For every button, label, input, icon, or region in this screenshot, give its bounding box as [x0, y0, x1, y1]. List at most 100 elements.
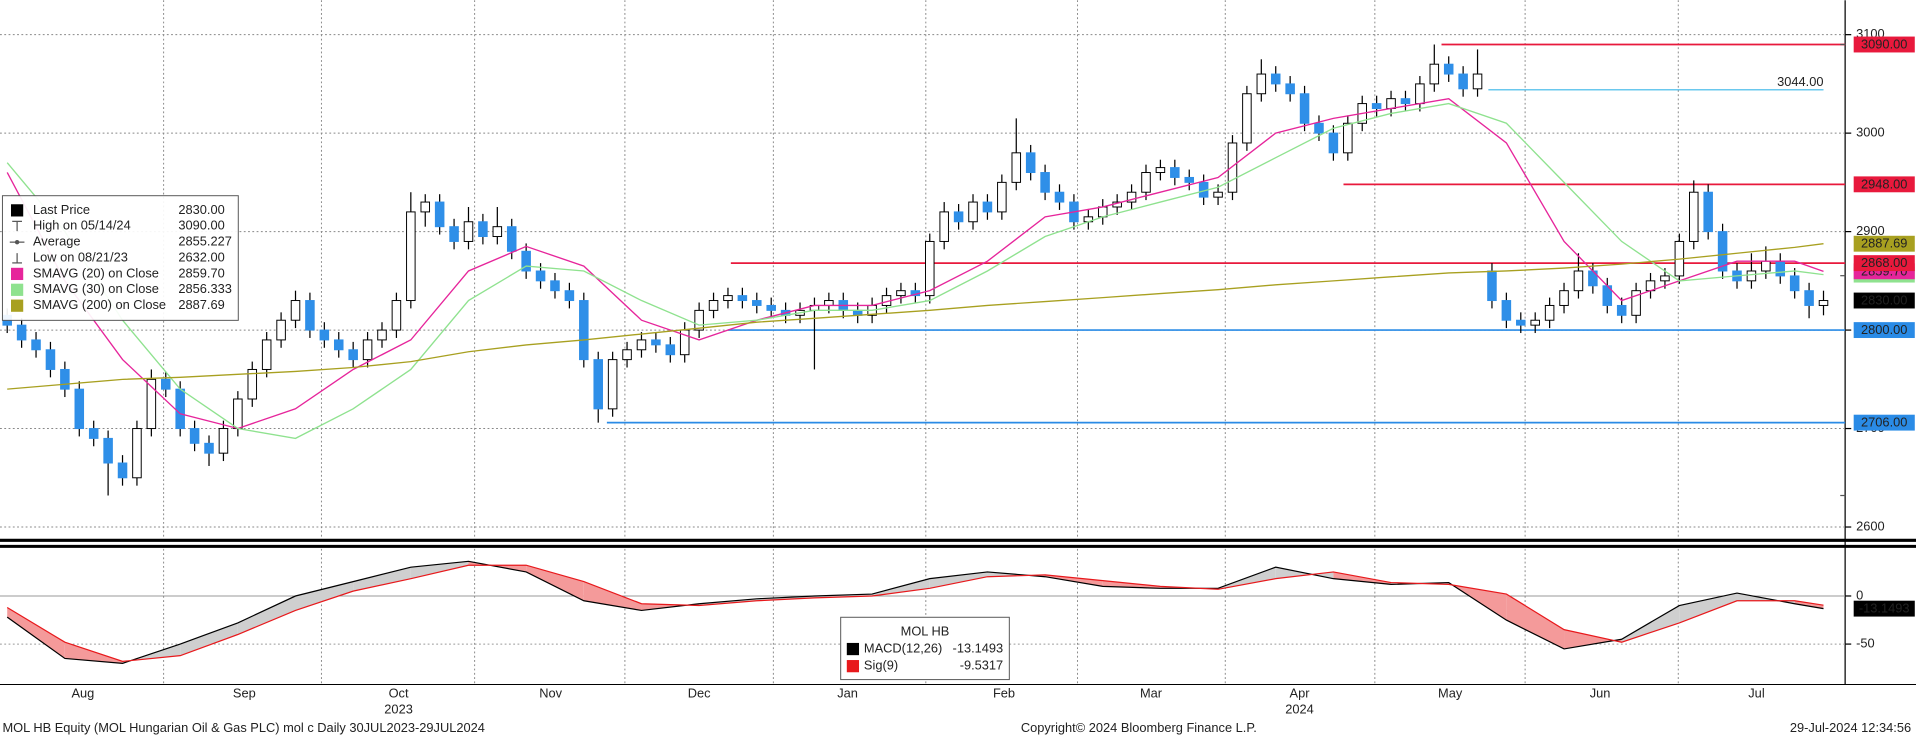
candle-body — [1386, 98, 1396, 110]
legend-box — [840, 616, 1010, 681]
x-tick-label: Feb — [993, 686, 1015, 701]
level-box-label: 3090.00 — [1861, 37, 1907, 52]
legend: Last Price 2830.00 High on 05/14/24 3090.00… — [1, 195, 239, 321]
candle-body — [45, 349, 56, 370]
candle-body — [103, 437, 113, 464]
candle-body — [1472, 73, 1483, 90]
candle-body — [1458, 73, 1468, 90]
candle-body — [1761, 260, 1771, 272]
candle-body — [261, 339, 272, 370]
candle-body — [968, 201, 978, 223]
candle-body — [982, 201, 993, 213]
x-tick-label: Dec — [688, 686, 711, 701]
y-tick-label: 2900 — [1856, 223, 1885, 238]
legend-value: 2887.69 — [178, 297, 224, 312]
x-tick-label: Oct — [389, 686, 409, 701]
macd-fill — [7, 607, 65, 659]
x-tick-label: Nov — [539, 686, 562, 701]
candle-body — [175, 388, 185, 430]
legend-icon — [10, 283, 24, 296]
candle-body — [953, 211, 964, 223]
last-price-box-label: 2830.00 — [1861, 293, 1907, 308]
candle-body — [1516, 319, 1526, 326]
series-value-box-label: 2887.69 — [1861, 236, 1907, 251]
candle-body — [492, 226, 503, 238]
legend-icon — [10, 267, 24, 281]
candle-body — [622, 349, 632, 361]
candle-body — [449, 226, 459, 242]
moving-average-line — [7, 243, 1824, 390]
macd-fill — [180, 622, 238, 656]
macd-fill — [1794, 600, 1824, 609]
legend-value: -13.1493 — [953, 640, 1004, 655]
candle-body — [506, 226, 517, 252]
candle-body — [1270, 73, 1281, 85]
candle-body — [1487, 270, 1497, 302]
candle-body — [146, 378, 157, 430]
footer-center: Copyright© 2024 Bloomberg Finance L.P. — [1021, 720, 1257, 735]
candle-body — [1126, 191, 1137, 203]
candle-body — [1429, 63, 1440, 85]
candle-body — [752, 300, 762, 306]
candle-body — [247, 368, 258, 400]
candle-body — [319, 329, 330, 341]
x-tick-label: Jun — [1590, 686, 1611, 701]
candle-body — [132, 428, 142, 479]
candle-body — [1400, 98, 1411, 105]
macd-line — [6, 564, 1824, 663]
candle-body — [607, 359, 618, 410]
candle-body — [189, 428, 200, 444]
level-box — [1853, 322, 1915, 339]
candle-body — [1573, 270, 1584, 292]
legend-value: 2855.227 — [178, 234, 232, 249]
candle-body — [204, 442, 214, 454]
legend-label: MACD(12,26) — [864, 640, 942, 655]
candle-body — [1285, 83, 1295, 95]
candle-body — [636, 339, 647, 351]
candle-body — [651, 339, 661, 346]
y-tick-label: 2600 — [1856, 518, 1885, 533]
candle-body — [1559, 290, 1569, 306]
level-box — [1853, 36, 1915, 53]
level-box — [1853, 255, 1915, 272]
x-tick-label: Aug — [71, 686, 94, 701]
candle-body — [290, 300, 301, 321]
legend-value: 3090.00 — [178, 218, 224, 233]
candle-body — [305, 300, 315, 331]
macd-fill — [1679, 593, 1738, 623]
moving-average-line — [6, 97, 1824, 430]
year-label: 2024 — [1285, 702, 1314, 717]
candle-body — [362, 339, 373, 361]
legend-value: -9.5317 — [960, 658, 1004, 673]
legend-label: Sig(9) — [864, 658, 898, 673]
candle-body — [1703, 191, 1713, 233]
year-label: 2023 — [384, 702, 413, 717]
candle-body — [1097, 206, 1108, 218]
macd-value-box-label: -13.1493 — [1859, 601, 1910, 616]
candle-body — [276, 319, 286, 341]
candle-body — [161, 378, 171, 390]
candle-body — [1631, 290, 1641, 316]
y-tick-label: 3000 — [1856, 125, 1885, 140]
level-box-label: 2800.00 — [1861, 322, 1907, 337]
candle-body — [1141, 172, 1151, 193]
candle-body — [1717, 231, 1728, 272]
candle-body — [218, 428, 229, 454]
candle-body — [1025, 152, 1036, 174]
candle-body — [434, 201, 445, 228]
candle-body — [665, 344, 676, 356]
candle-body — [925, 240, 935, 297]
footer-left: MOL HB Equity (MOL Hungarian Oil & Gas P… — [2, 720, 484, 735]
x-tick-label: Apr — [1290, 686, 1311, 701]
candle-body — [31, 339, 41, 351]
macd-fill — [410, 561, 469, 579]
legend-box — [1, 195, 239, 321]
candle-body — [117, 462, 128, 479]
candle-body — [1501, 300, 1512, 321]
legend-icon — [14, 239, 20, 245]
candle-body — [74, 388, 85, 430]
candle-body — [824, 300, 834, 306]
legend-label: Low on 08/21/23 — [33, 249, 128, 264]
candle-body — [723, 295, 733, 302]
candle-body — [1227, 142, 1238, 193]
